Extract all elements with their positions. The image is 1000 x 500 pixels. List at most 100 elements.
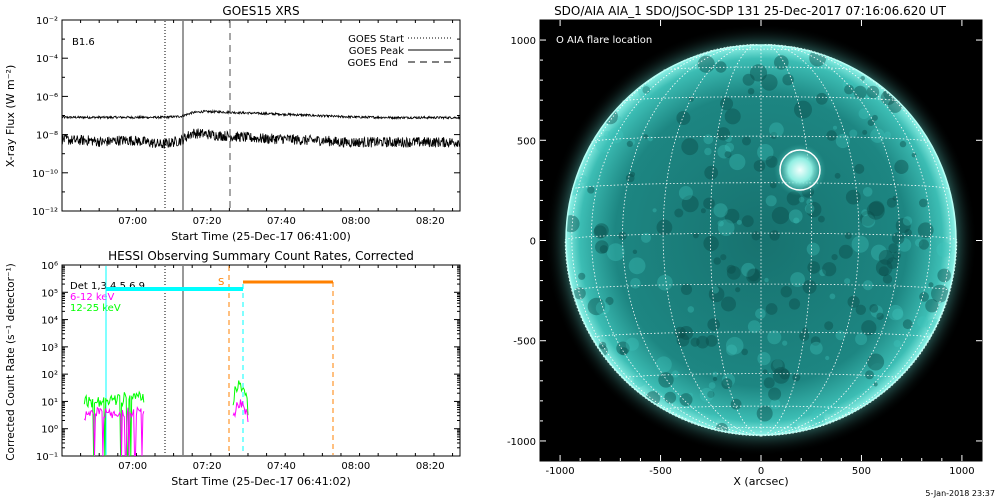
sun-texture-blob	[690, 337, 700, 347]
grid-longitude-line	[760, 44, 932, 437]
sun-texture-blob	[811, 409, 825, 423]
sun-texture-blob	[676, 111, 691, 125]
hessi-plot-frame	[61, 264, 461, 457]
goes-legend-start: GOES Start	[348, 34, 404, 45]
sun-texture-blob	[835, 133, 851, 149]
sun-texture-blob	[917, 316, 929, 328]
sun-texture-blob	[892, 232, 905, 245]
sun-texture-blob	[902, 216, 913, 226]
sun-texture-blob	[725, 336, 744, 355]
sun-disk	[566, 45, 956, 435]
sun-texture-blob	[867, 119, 875, 126]
aia-x-tick-label: 1000	[949, 466, 974, 477]
sun-texture-blob	[866, 85, 880, 99]
sun-texture-blob	[769, 122, 784, 138]
sun-texture-blob	[847, 295, 860, 308]
sun-texture-blob	[704, 147, 712, 156]
sun-texture-blob	[904, 228, 912, 237]
sun-texture-blob	[858, 108, 870, 120]
sun-texture-blob	[587, 297, 606, 316]
sun-texture-blob	[655, 356, 672, 373]
sun-texture-blob	[931, 284, 949, 303]
sun-texture-blob	[762, 369, 768, 375]
sun-texture-blob	[780, 286, 792, 298]
sun-texture-blob	[716, 127, 731, 141]
sun-texture-blob	[844, 232, 852, 240]
sun-texture-blob	[878, 266, 889, 277]
sun-texture-blob	[855, 304, 866, 315]
sun-texture-blob	[674, 208, 684, 218]
sun-texture-blob	[802, 279, 817, 294]
sun-texture-blob	[625, 173, 635, 183]
sun-texture-blob	[793, 217, 800, 224]
sun-texture-blob	[838, 244, 853, 259]
sun-texture-blob	[724, 134, 733, 143]
sun-texture-blob	[862, 129, 868, 135]
sun-texture-blob	[851, 235, 869, 253]
sun-texture-blob	[772, 367, 790, 384]
hessi-12-25-kev-line	[232, 380, 249, 416]
sun-texture-blob	[770, 131, 778, 139]
sun-texture-blob	[712, 376, 718, 382]
sun-texture-blob	[918, 239, 930, 250]
sun-texture-blob	[724, 108, 741, 125]
sun-texture-blob	[798, 196, 805, 203]
hessi-panel: HESSI Observing Summary Count Rates, Cor…	[5, 249, 461, 488]
sun-texture-blob	[573, 287, 586, 300]
goes-x-tick-label: 07:20	[193, 216, 222, 227]
sun-texture-blob	[892, 308, 904, 320]
sun-texture-blob	[774, 55, 789, 70]
grid-latitude-line	[622, 373, 900, 379]
sun-texture-blob	[870, 305, 883, 318]
sun-texture-blob	[862, 280, 874, 291]
aia-flare-annotation: O AIA flare location	[556, 35, 652, 46]
sun-texture-blob	[782, 340, 788, 346]
goes-y-tick-label: 10⁻⁶	[36, 92, 58, 103]
sun-texture-blob	[860, 76, 865, 81]
sun-texture-blob	[701, 65, 708, 72]
sun-texture-blob	[713, 203, 728, 218]
goes-x-tick-label: 08:00	[341, 216, 370, 227]
goes-y-tick-label: 10⁻¹⁰	[32, 169, 58, 180]
hessi-x-tick-label: 07:20	[193, 461, 222, 472]
sun-texture-blob	[647, 136, 653, 142]
sun-texture-blob	[724, 151, 732, 158]
sun-texture-blob	[681, 138, 699, 156]
sun-texture-blob	[704, 165, 719, 180]
sun-texture-blob	[726, 266, 741, 280]
hessi-x-tick-label: 07:00	[118, 461, 147, 472]
sun-texture-blob	[603, 130, 611, 138]
sun-texture-blob	[819, 269, 827, 277]
goes-y-tick-label: 10⁻²	[36, 16, 58, 27]
aia-title: SDO/AIA AIA_1 SDO/JSOC-SDP 131 25-Dec-20…	[554, 4, 947, 18]
sun-texture-blob	[736, 219, 742, 225]
sun-texture-blob	[726, 264, 736, 274]
hessi-x-tick-label: 08:00	[341, 461, 370, 472]
grid-longitude-line	[590, 44, 762, 437]
sun-texture-blob	[791, 423, 798, 430]
sun-texture-blob	[899, 140, 907, 148]
sun-texture-blob	[697, 55, 715, 73]
grid-longitude-line	[662, 43, 762, 437]
sun-texture-blob	[594, 223, 609, 238]
sun-texture-blob	[747, 268, 760, 282]
hessi-y-axis-label: Corrected Count Rate (s⁻¹ detector⁻¹)	[5, 263, 17, 461]
hessi-6-12-kev-line	[232, 399, 249, 423]
sun-texture-blob	[699, 387, 714, 402]
sun-texture-blob	[712, 371, 718, 377]
sun-texture-blob	[720, 254, 727, 261]
sun-texture-blob	[751, 231, 761, 241]
sun-texture-blob	[680, 283, 693, 295]
sun-texture-blob	[861, 209, 869, 217]
sun-texture-blob	[818, 215, 825, 223]
sun-texture-blob	[578, 175, 587, 183]
sun-texture-blob	[688, 392, 693, 398]
sun-texture-blob	[807, 261, 820, 274]
heliographic-grid	[564, 43, 958, 437]
sun-texture-blob	[587, 186, 595, 194]
hessi-x-ticks: 07:00 07:20 07:40 08:00 08:20	[61, 265, 454, 472]
sun-texture-blob	[790, 272, 805, 287]
sun-texture-blob	[625, 337, 639, 351]
goes-x-axis-label: Start Time (25-Dec-17 06:41:00)	[171, 230, 351, 243]
hessi-x-tick-label: 08:20	[416, 461, 445, 472]
